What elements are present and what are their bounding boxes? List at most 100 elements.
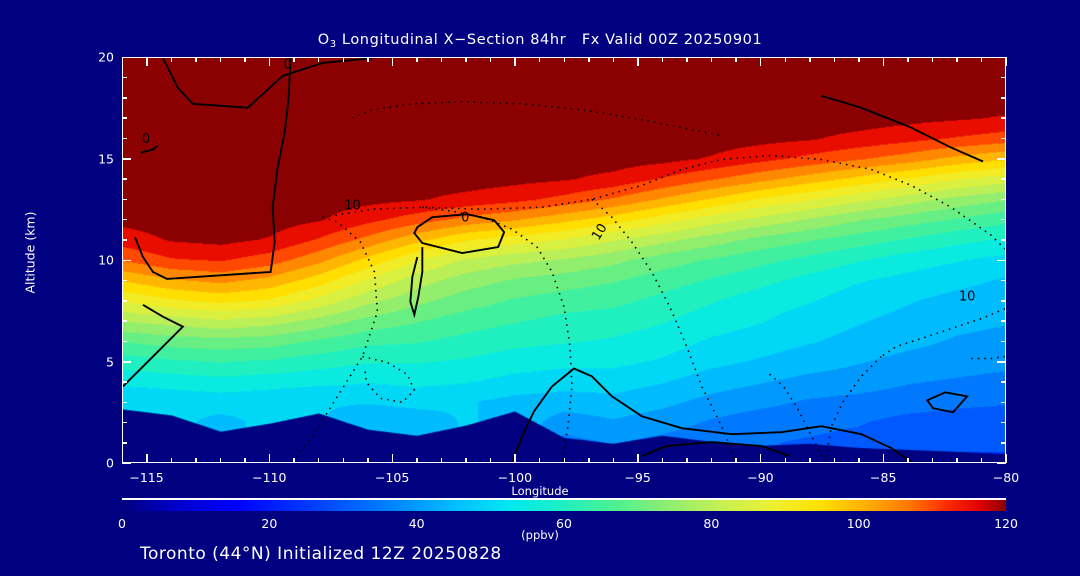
y-axis-tick bbox=[1001, 239, 1006, 241]
y-axis-tick bbox=[122, 381, 127, 383]
x-axis-tick bbox=[391, 57, 394, 66]
x-axis-tick bbox=[858, 458, 860, 463]
y-axis-label: Altitude (km) bbox=[22, 211, 38, 294]
x-axis-tick bbox=[637, 57, 639, 66]
x-axis-tick bbox=[1005, 57, 1007, 66]
x-axis-tick bbox=[710, 57, 713, 62]
x-axis-tick bbox=[612, 458, 615, 463]
y-axis-tick bbox=[1001, 198, 1006, 201]
x-axis-tick-label: −110 bbox=[252, 470, 287, 485]
y-axis-tick bbox=[1001, 117, 1006, 119]
x-axis-tick bbox=[465, 458, 467, 463]
x-axis-tick bbox=[538, 458, 541, 463]
y-axis-tick bbox=[122, 178, 127, 180]
figure-caption: Toronto (44°N) Initialized 12Z 20250828 bbox=[140, 544, 502, 564]
x-axis-tick bbox=[195, 57, 197, 62]
colorbar-gradient bbox=[122, 498, 1006, 511]
x-axis-tick bbox=[833, 57, 836, 62]
x-axis-tick bbox=[416, 458, 418, 463]
x-axis-tick bbox=[588, 57, 590, 62]
y-axis-tick bbox=[122, 97, 127, 99]
y-axis-tick-label: 10 bbox=[98, 252, 114, 268]
y-axis-tick bbox=[122, 401, 127, 404]
x-axis-tick bbox=[170, 458, 173, 463]
x-axis-tick bbox=[809, 57, 811, 62]
x-axis-tick bbox=[735, 458, 737, 463]
x-axis-tick bbox=[465, 57, 467, 62]
colorbar-tick-label: 100 bbox=[846, 516, 871, 531]
colorbar-tick-label: 120 bbox=[994, 516, 1018, 531]
x-axis-tick bbox=[759, 57, 762, 66]
x-axis-tick bbox=[980, 57, 983, 62]
x-axis-tick bbox=[882, 57, 885, 66]
x-axis-tick-label: −80 bbox=[992, 470, 1020, 485]
colorbar-tick-label: 0 bbox=[118, 516, 126, 531]
y-axis-tick-label: 20 bbox=[98, 49, 114, 65]
x-axis-tick bbox=[907, 57, 909, 62]
y-axis-tick bbox=[122, 462, 131, 464]
colorbar-tick-label: 20 bbox=[261, 516, 278, 531]
y-axis-tick bbox=[1001, 381, 1006, 383]
x-axis-tick bbox=[1005, 454, 1007, 463]
y-axis-tick bbox=[122, 361, 131, 363]
y-axis-tick bbox=[122, 56, 131, 58]
x-axis-tick bbox=[858, 57, 860, 62]
y-axis-tick bbox=[1001, 279, 1006, 282]
y-axis-tick bbox=[122, 76, 127, 79]
x-axis-tick bbox=[980, 458, 983, 463]
y-axis-tick bbox=[122, 198, 127, 201]
x-axis-tick bbox=[956, 57, 958, 62]
x-axis-tick-label: −85 bbox=[870, 470, 897, 485]
x-axis-tick bbox=[219, 57, 222, 62]
y-axis-tick bbox=[122, 158, 131, 160]
x-axis-tick bbox=[931, 458, 934, 463]
x-axis-tick bbox=[588, 458, 590, 463]
y-axis-tick bbox=[997, 56, 1006, 58]
x-axis-tick bbox=[931, 57, 934, 62]
x-axis-tick bbox=[342, 57, 344, 62]
x-axis-tick-label: −90 bbox=[747, 470, 774, 485]
x-axis-tick bbox=[514, 454, 516, 463]
x-axis-tick bbox=[244, 458, 246, 463]
x-axis-tick bbox=[367, 458, 369, 463]
x-axis-tick-label: −100 bbox=[497, 470, 533, 485]
y-axis-tick bbox=[1001, 76, 1006, 79]
y-axis-tick bbox=[122, 279, 127, 282]
x-axis-tick bbox=[317, 458, 320, 463]
y-axis-tick bbox=[122, 239, 127, 241]
y-axis-tick bbox=[1001, 178, 1006, 180]
x-axis-tick bbox=[637, 454, 639, 463]
x-axis-tick bbox=[710, 458, 713, 463]
x-axis-tick bbox=[244, 57, 246, 62]
y-axis-tick bbox=[122, 218, 127, 221]
x-axis-tick bbox=[784, 57, 786, 62]
x-axis-tick bbox=[146, 57, 148, 66]
x-axis-tick bbox=[146, 454, 148, 463]
y-axis-tick-label: 0 bbox=[106, 455, 114, 471]
title-species-subscript: 3 bbox=[329, 39, 337, 50]
x-axis-tick bbox=[563, 458, 565, 463]
y-axis-tick bbox=[997, 158, 1006, 160]
x-axis-tick bbox=[293, 458, 295, 463]
colorbar-tick-label: 80 bbox=[703, 516, 720, 531]
x-axis-tick bbox=[686, 458, 688, 463]
x-axis-tick-label: −115 bbox=[129, 470, 164, 485]
x-axis-tick bbox=[440, 458, 443, 463]
y-axis-tick bbox=[122, 340, 127, 343]
x-axis-tick bbox=[489, 458, 492, 463]
y-axis-tick-label: 5 bbox=[106, 354, 114, 369]
x-axis-tick bbox=[219, 458, 222, 463]
y-axis-tick bbox=[122, 320, 127, 322]
x-axis-tick bbox=[489, 57, 492, 62]
title-species: O bbox=[317, 32, 330, 48]
x-axis-tick bbox=[759, 454, 762, 463]
x-axis-tick bbox=[195, 458, 197, 463]
x-axis-tick bbox=[612, 57, 615, 62]
x-axis-tick bbox=[268, 57, 271, 66]
x-axis-tick bbox=[170, 57, 173, 62]
x-axis-tick bbox=[121, 458, 123, 463]
x-axis-tick bbox=[686, 57, 688, 62]
title-text: Longitudinal X−Section 84hr Fx Valid 00Z… bbox=[341, 32, 763, 48]
x-axis-tick bbox=[661, 458, 664, 463]
